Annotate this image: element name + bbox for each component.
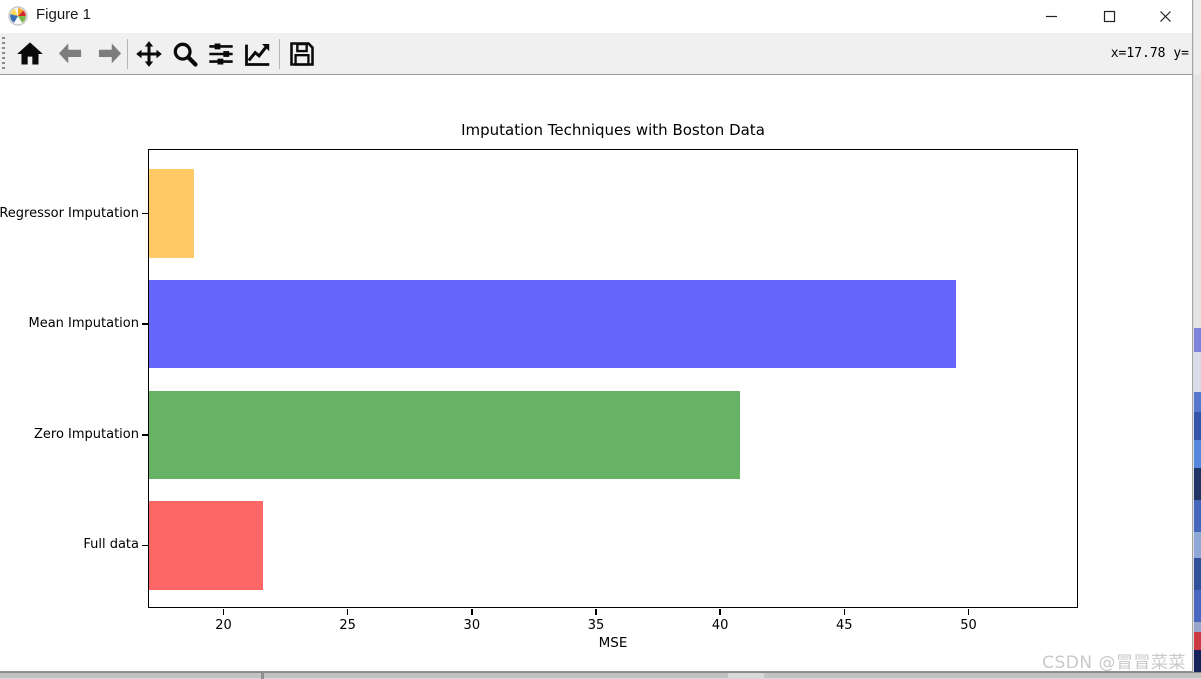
chart-title: Imputation Techniques with Boston Data — [461, 121, 765, 139]
back-button[interactable] — [52, 36, 88, 72]
minimize-icon — [1045, 15, 1057, 18]
taskbar-strip — [0, 672, 1201, 679]
x-tick-label: 50 — [960, 618, 977, 633]
x-tick — [471, 609, 473, 615]
titlebar: Figure 1 — [0, 0, 1192, 33]
y-tick — [141, 544, 148, 547]
x-tick — [967, 609, 970, 615]
matplotlib-toolbar: x=17.78 y= — [0, 33, 1192, 75]
edit-parameters-button[interactable] — [239, 36, 275, 72]
forward-icon — [98, 43, 122, 64]
cursor-position-status: x=17.78 y= — [1110, 46, 1189, 61]
axes[interactable]: MSE Regressor Imputation Mean Imputation Z… — [0, 149, 1078, 651]
home-icon — [17, 42, 43, 65]
bar — [149, 501, 264, 590]
sliders-icon — [209, 43, 233, 65]
pan-icon — [136, 41, 162, 67]
toolbar-grip[interactable] — [2, 37, 5, 71]
y-tick-label: Regressor Imputation — [0, 205, 139, 221]
figure-canvas[interactable]: Imputation Techniques with Boston Data M… — [0, 76, 1192, 672]
x-tick — [222, 609, 225, 615]
matplotlib-logo-icon — [8, 6, 28, 26]
x-tick-label: 45 — [836, 618, 853, 633]
x-tick-label: 25 — [339, 618, 356, 633]
x-tick — [595, 609, 597, 615]
y-tick-label: Mean Imputation — [28, 316, 139, 332]
x-tick — [719, 609, 721, 615]
minimize-button[interactable] — [1028, 0, 1074, 33]
y-tick-label: Full data — [83, 537, 139, 553]
line-chart-icon — [245, 43, 270, 66]
maximize-button[interactable] — [1086, 0, 1132, 33]
save-icon — [290, 42, 314, 66]
x-tick-label: 30 — [463, 618, 481, 633]
forward-button[interactable] — [92, 36, 128, 72]
y-tick — [141, 212, 148, 215]
configure-subplots-button[interactable] — [203, 36, 239, 72]
x-axis-label: MSE — [598, 635, 628, 651]
x-tick — [346, 609, 349, 615]
pan-button[interactable] — [131, 36, 167, 72]
y-tick-label: Zero Imputation — [33, 426, 139, 442]
x-tick-label: 20 — [215, 618, 232, 633]
bar — [149, 169, 194, 258]
bar — [149, 279, 957, 369]
magnifier-icon — [173, 42, 198, 67]
y-tick — [141, 434, 148, 436]
x-tick-label: 35 — [587, 618, 605, 633]
bar — [149, 390, 741, 480]
toolbar-separator — [127, 39, 128, 69]
window-title: Figure 1 — [36, 6, 92, 23]
y-tick — [141, 323, 148, 325]
x-tick — [843, 609, 846, 615]
back-icon — [58, 43, 82, 64]
zoom-button[interactable] — [167, 36, 203, 72]
save-button[interactable] — [284, 36, 320, 72]
close-button[interactable] — [1142, 0, 1188, 33]
maximize-icon — [1103, 10, 1115, 23]
home-button[interactable] — [12, 36, 48, 72]
toolbar-separator — [279, 39, 280, 69]
close-icon — [1159, 11, 1171, 22]
x-tick-label: 40 — [711, 618, 729, 633]
watermark: CSDN @冒冒菜菜 — [1042, 653, 1186, 672]
background-window-strip — [1194, 0, 1201, 672]
